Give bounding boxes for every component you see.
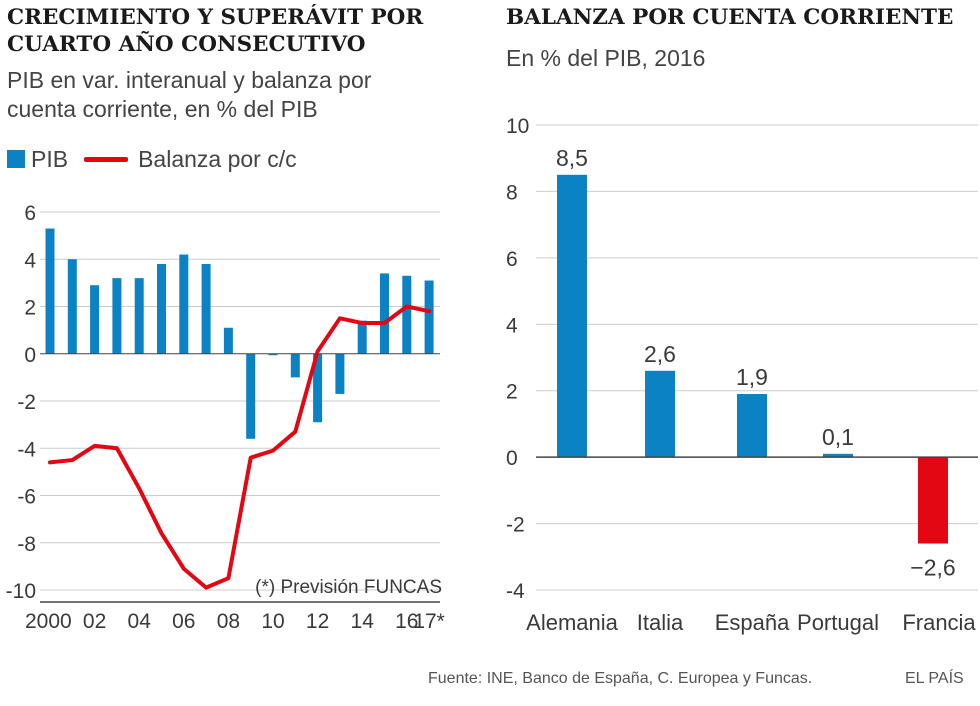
country-bar (557, 174, 587, 458)
pib-bar (290, 353, 300, 378)
y-tick-label: -8 (17, 533, 36, 556)
country-bar (918, 457, 948, 544)
pib-bar (157, 263, 166, 354)
x-tick-label: 04 (128, 610, 152, 633)
x-tick-label: 2000 (25, 610, 72, 633)
x-tick-label: 02 (83, 610, 106, 633)
country-bar (823, 453, 853, 458)
y-tick-label: 4 (506, 314, 518, 337)
pib-bar (179, 254, 189, 354)
y-tick-label: 8 (506, 181, 518, 204)
pib-bar (67, 259, 77, 354)
value-label: 8,5 (556, 145, 588, 171)
legend-pib-swatch (7, 150, 25, 168)
pib-bar (246, 353, 256, 439)
pib-bar (45, 228, 55, 354)
pib-bar (335, 353, 345, 394)
y-tick-label: 4 (24, 249, 36, 272)
pib-bar (380, 273, 389, 354)
pib-bar (134, 278, 144, 354)
y-tick-label: -2 (506, 514, 525, 537)
x-tick-label: 10 (261, 610, 284, 633)
y-tick-label: 2 (24, 297, 36, 320)
value-label: 1,9 (736, 364, 768, 390)
pib-bar (268, 353, 278, 356)
right-chart-subtitle: En % del PIB, 2016 (506, 45, 706, 71)
x-tick-label: 12 (306, 610, 329, 633)
x-tick-label: 16 (395, 610, 418, 633)
left-chart-legend: PIB Balanza por c/c (7, 144, 297, 174)
legend-balanza-label: Balanza por c/c (138, 145, 297, 172)
y-tick-label: -2 (17, 391, 36, 414)
x-tick-label: 06 (172, 610, 195, 633)
x-tick-label: 17* (413, 610, 445, 633)
pib-bar (357, 320, 367, 354)
x-category-label: Italia (637, 610, 684, 635)
left-subtitle-line2: cuenta corriente, en % del PIB (7, 96, 318, 122)
x-category-label: Alemania (526, 610, 618, 635)
pib-bar (223, 327, 233, 354)
left-title-line1: CRECIMIENTO Y SUPERÁVIT POR (7, 5, 424, 30)
country-bar (645, 370, 675, 458)
legend-balanza-swatch (84, 156, 129, 162)
x-tick-label: 08 (217, 610, 240, 633)
x-category-label: Francia (902, 610, 976, 635)
pib-bar (201, 263, 211, 354)
pib-bar (313, 353, 323, 423)
value-label: −2,6 (910, 555, 955, 581)
right-chart-title: BALANZA POR CUENTA CORRIENTE (506, 5, 954, 30)
y-tick-label: 6 (506, 248, 518, 271)
y-tick-label: 2 (506, 381, 518, 404)
pib-bar (112, 278, 122, 354)
y-tick-label: -4 (17, 438, 36, 461)
y-tick-label: 0 (24, 344, 36, 367)
brand-label: EL PAÍS (905, 670, 964, 687)
y-tick-label: -10 (6, 580, 36, 603)
balanza-line (48, 304, 432, 590)
legend-pib-label: PIB (31, 145, 69, 172)
source-note: Fuente: INE, Banco de España, C. Europea… (428, 670, 813, 687)
left-chart-subtitle: PIB en var. interanual y balanza por cue… (7, 66, 371, 124)
current-account-balance-chart: 10 8 6 4 2 0 -2 -4 8,5 Alemania 2,6 Italia 1,9 España… (506, 115, 978, 635)
value-label: 2,6 (644, 341, 676, 367)
left-title-line2: CUARTO AÑO CONSECUTIVO (7, 32, 366, 57)
left-chart-title: CRECIMIENTO Y SUPERÁVIT POR CUARTO AÑO C… (7, 4, 423, 58)
y-tick-label: -6 (17, 486, 36, 509)
left-subtitle-line1: PIB en var. interanual y balanza por (7, 67, 372, 93)
x-tick-label: 14 (351, 610, 375, 633)
y-tick-label: 10 (506, 115, 529, 138)
x-category-label: España (715, 610, 790, 635)
x-category-label: Portugal (797, 610, 879, 635)
y-tick-label: 0 (506, 447, 518, 470)
value-label: 0,1 (822, 424, 854, 450)
y-tick-label: 6 (24, 202, 36, 225)
forecast-note: (*) Previsión FUNCAS (255, 577, 442, 598)
pib-bar (424, 280, 434, 354)
pib-bar (90, 285, 100, 354)
country-bar (737, 394, 767, 458)
pib-bar (402, 275, 412, 354)
y-tick-label: -4 (506, 580, 525, 603)
